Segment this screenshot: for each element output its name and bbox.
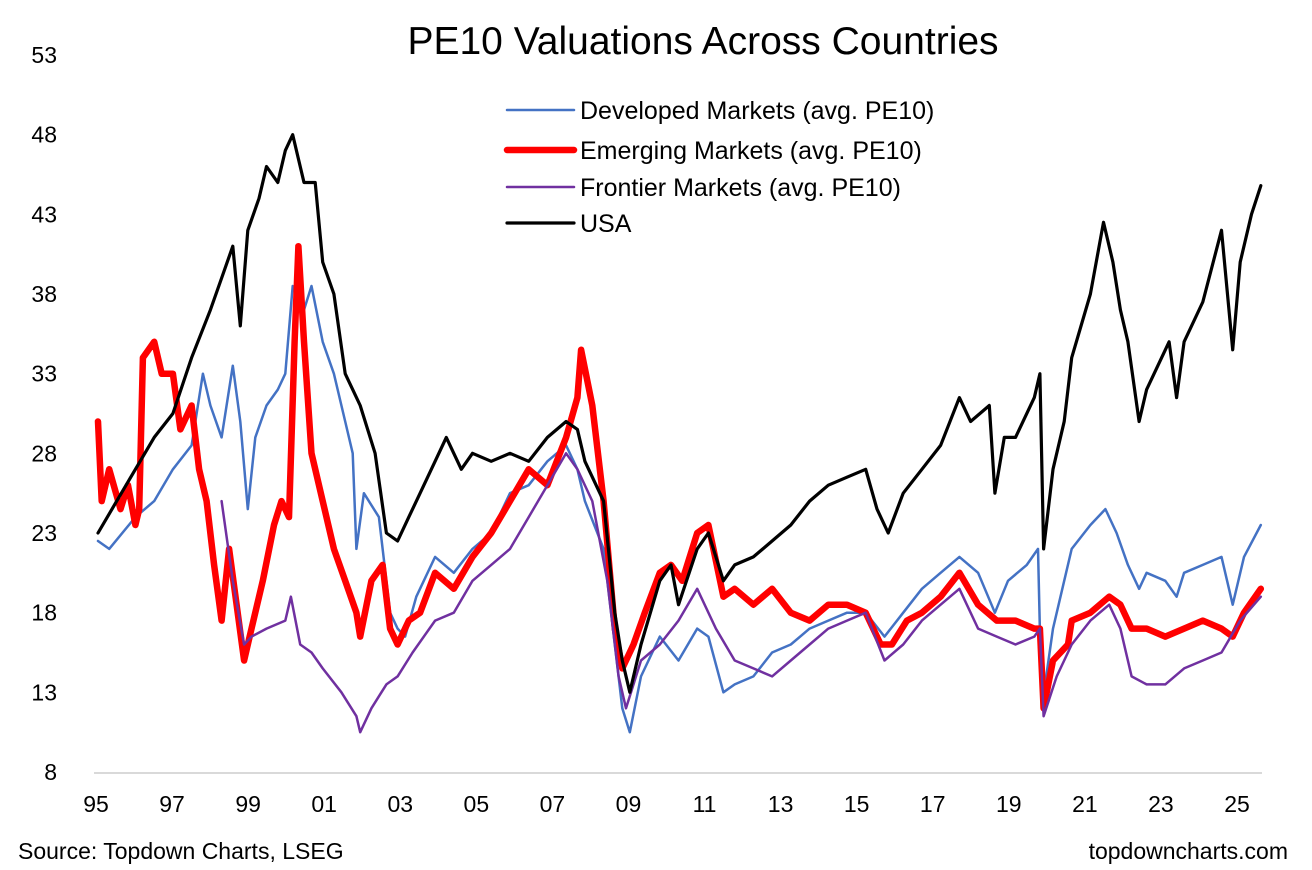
x-tick-label: 09 bbox=[616, 791, 642, 817]
y-axis: 53 48 43 38 33 28 23 18 13 8 bbox=[31, 42, 1262, 785]
legend-label: Developed Markets (avg. PE10) bbox=[580, 97, 934, 125]
y-tick-label: 18 bbox=[31, 600, 57, 626]
x-tick-label: 19 bbox=[996, 791, 1022, 817]
y-tick-label: 48 bbox=[31, 122, 57, 148]
legend-label: Frontier Markets (avg. PE10) bbox=[580, 174, 901, 202]
x-tick-label: 25 bbox=[1224, 791, 1250, 817]
x-tick-label: 01 bbox=[311, 791, 337, 817]
legend: Developed Markets (avg. PE10) Emerging Ma… bbox=[503, 97, 934, 238]
website-credit: topdowncharts.com bbox=[1088, 838, 1288, 864]
x-tick-label: 15 bbox=[844, 791, 870, 817]
x-tick-label: 11 bbox=[693, 791, 717, 817]
legend-label: USA bbox=[580, 210, 632, 238]
x-tick-label: 03 bbox=[387, 791, 413, 817]
x-axis: 95 97 99 01 03 05 07 09 11 13 15 17 19 21 23 25 bbox=[83, 791, 1250, 817]
x-tick-label: 17 bbox=[920, 791, 946, 817]
y-tick-label: 28 bbox=[31, 440, 57, 466]
x-tick-label: 13 bbox=[768, 791, 794, 817]
y-tick-label: 23 bbox=[31, 520, 57, 546]
chart-title: PE10 Valuations Across Countries bbox=[407, 20, 999, 63]
series-line-usa bbox=[96, 133, 1263, 694]
series-lines bbox=[94, 133, 1265, 734]
x-tick-label: 21 bbox=[1072, 791, 1098, 817]
y-tick-label: 38 bbox=[31, 281, 57, 307]
x-tick-label: 07 bbox=[540, 791, 566, 817]
series-line-frontier-markets-avg-pe10 bbox=[220, 452, 1263, 734]
source-note: Source: Topdown Charts, LSEG bbox=[18, 838, 344, 864]
x-tick-label: 97 bbox=[159, 791, 185, 817]
y-tick-label: 43 bbox=[31, 201, 57, 227]
y-tick-label: 13 bbox=[31, 679, 57, 705]
x-tick-label: 99 bbox=[235, 791, 261, 817]
x-tick-label: 23 bbox=[1148, 791, 1174, 817]
series-line-emerging-markets-avg-pe10 bbox=[94, 242, 1265, 712]
y-tick-label: 53 bbox=[31, 42, 57, 68]
x-tick-label: 05 bbox=[464, 791, 490, 817]
x-tick-label: 95 bbox=[83, 791, 109, 817]
legend-label: Emerging Markets (avg. PE10) bbox=[580, 137, 922, 165]
y-tick-label: 8 bbox=[44, 759, 57, 785]
y-tick-label: 33 bbox=[31, 361, 57, 387]
series-line-developed-markets-avg-pe10 bbox=[96, 284, 1263, 734]
